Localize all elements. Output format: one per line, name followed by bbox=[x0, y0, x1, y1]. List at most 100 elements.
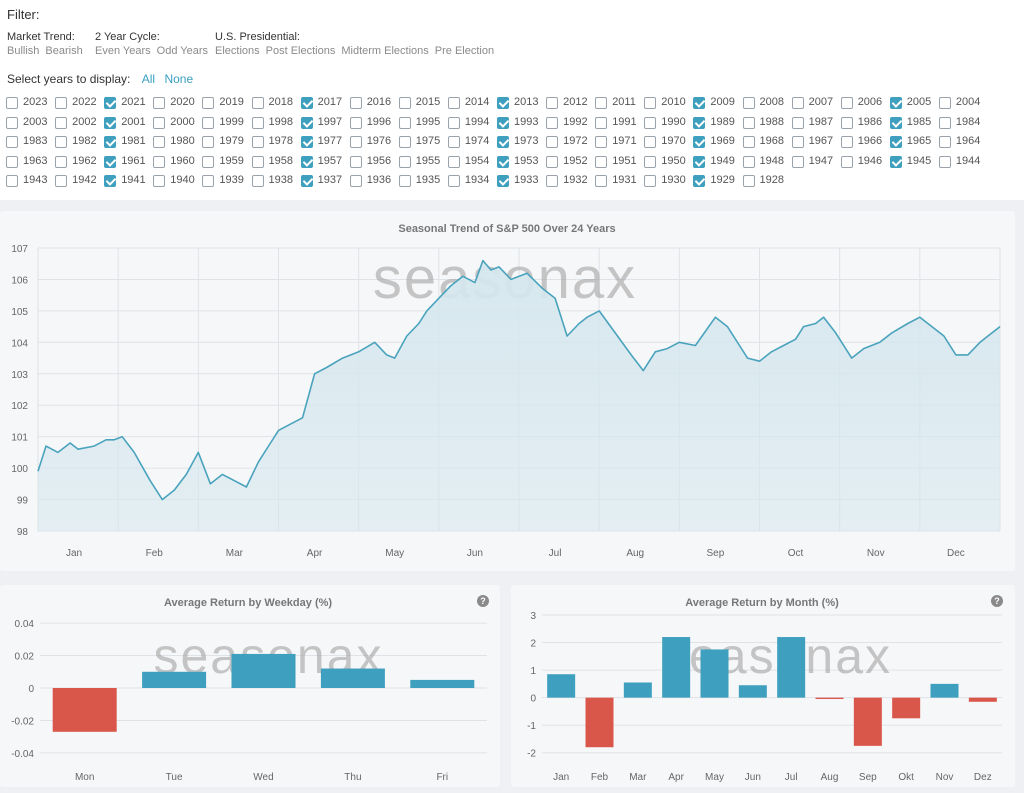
checkbox-box[interactable] bbox=[938, 97, 951, 109]
checkbox-box[interactable] bbox=[398, 175, 411, 188]
year-checkbox-1995[interactable]: 1995 bbox=[398, 116, 448, 132]
checkbox-box[interactable] bbox=[644, 116, 657, 129]
year-checkbox-1979[interactable]: 1979 bbox=[202, 135, 251, 151]
year-checkbox-1985[interactable]: 1985 bbox=[889, 116, 939, 132]
year-checkbox-1950[interactable]: 1950 bbox=[644, 155, 693, 171]
checkbox-box[interactable] bbox=[791, 136, 804, 149]
checkbox-box[interactable] bbox=[55, 175, 68, 188]
checkbox-box[interactable] bbox=[349, 116, 362, 129]
year-checkbox-1964[interactable]: 1964 bbox=[938, 135, 988, 151]
year-checkbox-1934[interactable]: 1934 bbox=[447, 174, 497, 190]
checkbox-box[interactable] bbox=[447, 97, 460, 109]
weekday-help-icon[interactable]: ? bbox=[477, 595, 489, 607]
year-checkbox-1931[interactable]: 1931 bbox=[595, 174, 644, 190]
year-checkbox-1953[interactable]: 1953 bbox=[497, 155, 546, 171]
year-checkbox-1971[interactable]: 1971 bbox=[595, 135, 644, 151]
year-checkbox-1967[interactable]: 1967 bbox=[791, 135, 841, 151]
checkbox-box[interactable] bbox=[644, 155, 657, 168]
checkbox-box[interactable] bbox=[202, 155, 215, 168]
checkbox-box[interactable] bbox=[595, 116, 608, 129]
checkbox-box[interactable] bbox=[595, 155, 608, 168]
checkbox-box[interactable] bbox=[840, 136, 853, 149]
checkbox-box[interactable] bbox=[300, 136, 313, 149]
year-checkbox-2020[interactable]: 2020 bbox=[153, 96, 202, 112]
year-checkbox-1996[interactable]: 1996 bbox=[349, 116, 399, 132]
checkbox-box[interactable] bbox=[644, 175, 657, 188]
year-checkbox-2001[interactable]: 2001 bbox=[104, 116, 153, 132]
checkbox-box[interactable] bbox=[644, 97, 657, 109]
year-checkbox-1963[interactable]: 1963 bbox=[6, 155, 55, 171]
checkbox-box[interactable] bbox=[889, 155, 902, 168]
checkbox-box[interactable] bbox=[398, 136, 411, 149]
checkbox-box[interactable] bbox=[104, 116, 117, 129]
checkbox-box[interactable] bbox=[791, 97, 804, 109]
year-checkbox-2016[interactable]: 2016 bbox=[349, 96, 399, 112]
year-checkbox-1975[interactable]: 1975 bbox=[398, 135, 448, 151]
year-checkbox-1940[interactable]: 1940 bbox=[153, 174, 202, 190]
checkbox-box[interactable] bbox=[398, 155, 411, 168]
year-checkbox-1999[interactable]: 1999 bbox=[202, 116, 251, 132]
checkbox-box[interactable] bbox=[742, 175, 755, 188]
year-checkbox-1941[interactable]: 1941 bbox=[104, 174, 153, 190]
checkbox-box[interactable] bbox=[251, 155, 264, 168]
checkbox-box[interactable] bbox=[300, 155, 313, 168]
year-checkbox-1929[interactable]: 1929 bbox=[693, 174, 742, 190]
year-checkbox-1955[interactable]: 1955 bbox=[398, 155, 448, 171]
year-checkbox-1939[interactable]: 1939 bbox=[202, 174, 251, 190]
year-checkbox-2023[interactable]: 2023 bbox=[6, 96, 55, 112]
year-checkbox-1942[interactable]: 1942 bbox=[55, 174, 104, 190]
year-checkbox-1956[interactable]: 1956 bbox=[349, 155, 399, 171]
year-checkbox-1932[interactable]: 1932 bbox=[546, 174, 595, 190]
year-checkbox-1968[interactable]: 1968 bbox=[742, 135, 792, 151]
filter-pre-election[interactable]: Pre Election bbox=[434, 45, 495, 57]
year-checkbox-1980[interactable]: 1980 bbox=[153, 135, 202, 151]
checkbox-box[interactable] bbox=[349, 155, 362, 168]
select-all-link[interactable]: All bbox=[141, 72, 156, 86]
checkbox-box[interactable] bbox=[300, 116, 313, 129]
checkbox-box[interactable] bbox=[6, 155, 18, 168]
year-checkbox-1947[interactable]: 1947 bbox=[791, 155, 841, 171]
checkbox-box[interactable] bbox=[349, 175, 362, 188]
checkbox-box[interactable] bbox=[546, 175, 559, 188]
checkbox-box[interactable] bbox=[546, 116, 559, 129]
checkbox-box[interactable] bbox=[938, 116, 951, 129]
checkbox-box[interactable] bbox=[202, 116, 215, 129]
year-checkbox-1945[interactable]: 1945 bbox=[889, 155, 939, 171]
checkbox-box[interactable] bbox=[742, 155, 755, 168]
year-checkbox-2005[interactable]: 2005 bbox=[889, 96, 939, 112]
filter-post-elections[interactable]: Post Elections bbox=[265, 45, 336, 57]
year-checkbox-1991[interactable]: 1991 bbox=[595, 116, 644, 132]
checkbox-box[interactable] bbox=[251, 175, 264, 188]
year-checkbox-1933[interactable]: 1933 bbox=[497, 174, 546, 190]
year-checkbox-1984[interactable]: 1984 bbox=[938, 116, 988, 132]
year-checkbox-1948[interactable]: 1948 bbox=[742, 155, 792, 171]
checkbox-box[interactable] bbox=[104, 136, 117, 149]
year-checkbox-1990[interactable]: 1990 bbox=[644, 116, 693, 132]
checkbox-box[interactable] bbox=[742, 136, 755, 149]
checkbox-box[interactable] bbox=[398, 116, 411, 129]
checkbox-box[interactable] bbox=[447, 175, 460, 188]
checkbox-box[interactable] bbox=[938, 155, 951, 168]
year-checkbox-1966[interactable]: 1966 bbox=[840, 135, 890, 151]
checkbox-box[interactable] bbox=[153, 175, 166, 188]
checkbox-box[interactable] bbox=[889, 97, 902, 109]
checkbox-box[interactable] bbox=[447, 116, 460, 129]
year-checkbox-1976[interactable]: 1976 bbox=[349, 135, 399, 151]
year-checkbox-2015[interactable]: 2015 bbox=[398, 96, 448, 112]
filter-odd-years[interactable]: Odd Years bbox=[156, 45, 209, 57]
year-checkbox-2022[interactable]: 2022 bbox=[55, 96, 104, 112]
year-checkbox-1982[interactable]: 1982 bbox=[55, 135, 104, 151]
year-checkbox-1973[interactable]: 1973 bbox=[497, 135, 546, 151]
checkbox-box[interactable] bbox=[742, 97, 755, 109]
year-checkbox-2007[interactable]: 2007 bbox=[791, 96, 841, 112]
checkbox-box[interactable] bbox=[55, 155, 68, 168]
checkbox-box[interactable] bbox=[6, 116, 18, 129]
checkbox-box[interactable] bbox=[300, 97, 313, 109]
year-checkbox-2009[interactable]: 2009 bbox=[693, 96, 742, 112]
year-checkbox-1952[interactable]: 1952 bbox=[546, 155, 595, 171]
year-checkbox-1928[interactable]: 1928 bbox=[742, 174, 792, 190]
year-checkbox-1993[interactable]: 1993 bbox=[497, 116, 546, 132]
checkbox-box[interactable] bbox=[595, 136, 608, 149]
year-checkbox-1965[interactable]: 1965 bbox=[889, 135, 939, 151]
checkbox-box[interactable] bbox=[349, 97, 362, 109]
